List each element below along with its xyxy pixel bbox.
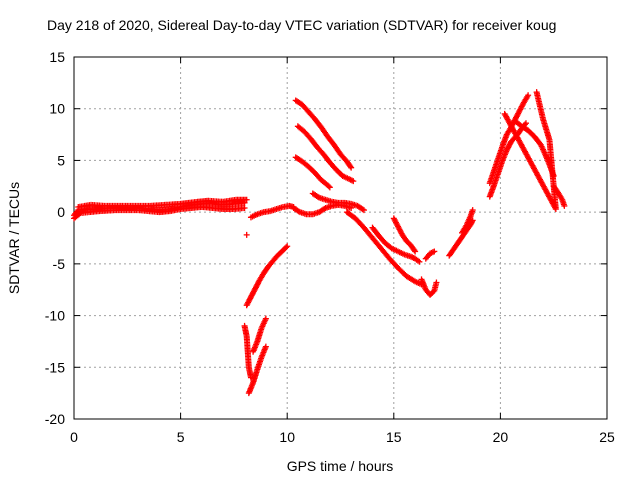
series-arc-desc-10-13a (292, 97, 355, 171)
data-point (325, 183, 332, 190)
y-axis-label: SDTVAR / TECUs (6, 182, 22, 294)
data-point (431, 248, 438, 255)
data-point (433, 279, 440, 286)
y-tick-label: 5 (57, 152, 65, 168)
data-point (241, 205, 248, 212)
x-tick-label: 15 (386, 429, 402, 445)
data-points (71, 89, 568, 397)
series-arc-11-14 (309, 190, 367, 214)
data-point (522, 120, 529, 127)
series-arc-15-16 (390, 215, 419, 255)
plot-frame (73, 56, 608, 420)
y-tick-label: 0 (57, 204, 65, 220)
data-point (295, 208, 302, 215)
x-tick-label: 20 (493, 429, 509, 445)
series-arc-16-17 (418, 276, 440, 298)
data-point (412, 248, 419, 255)
data-point (262, 343, 269, 350)
chart-title: Day 218 of 2020, Sidereal Day-to-day VTE… (47, 17, 556, 33)
series-arc-desc-10-13b (294, 123, 357, 185)
data-point (350, 178, 357, 185)
data-point (359, 206, 366, 213)
series-arc-early-lower (71, 203, 248, 222)
series-arc-low-8-9a (241, 322, 254, 381)
data-point (525, 92, 532, 99)
data-point (326, 184, 333, 191)
x-axis-label: GPS time / hours (287, 458, 394, 474)
series-arc-18-19 (459, 207, 476, 236)
data-point (76, 211, 83, 218)
x-tick-label: 10 (279, 429, 295, 445)
series-arc-17-19 (446, 217, 476, 259)
data-point (360, 207, 367, 214)
data-point (501, 110, 508, 117)
series-outliers-late (501, 89, 559, 213)
data-point (561, 202, 568, 209)
data-point (314, 193, 321, 200)
data-point (243, 231, 250, 238)
series-arc-desc-10-12c (292, 154, 333, 191)
y-tick-label: -10 (45, 308, 65, 324)
series-arc-16-17b (422, 248, 438, 262)
data-point (243, 196, 250, 203)
data-point (284, 243, 291, 250)
axis-ticks: 0 5 10 15 20 25 15 10 5 0 -5 -10 -15 -20 (45, 49, 615, 445)
y-tick-label: -15 (45, 359, 65, 375)
x-tick-label: 0 (70, 429, 78, 445)
grid (74, 57, 607, 419)
series-arc-8-10-mid (247, 202, 297, 221)
series-outlier-8h (243, 231, 250, 238)
series-arc-early-upper (75, 196, 250, 210)
y-tick-label: 10 (49, 101, 65, 117)
data-point (469, 207, 476, 214)
series-arc-low-8-9b (245, 343, 269, 397)
series-arc-rising-8-10 (243, 243, 291, 309)
series-arc-low-8-9c (250, 315, 269, 355)
y-tick-label: -5 (53, 256, 66, 272)
data-point (348, 164, 355, 171)
series-arc-desc-14-16 (369, 224, 423, 265)
data-point (416, 258, 423, 265)
series-arc-desc-12-17 (343, 209, 425, 288)
data-point (411, 247, 418, 254)
data-point (262, 315, 269, 322)
y-tick-label: 15 (49, 49, 65, 65)
data-point (247, 374, 254, 381)
data-point (347, 163, 354, 170)
y-tick-label: -20 (45, 411, 65, 427)
series-arc-rising-19-21 (486, 92, 532, 187)
data-point (321, 205, 328, 212)
data-point (283, 244, 290, 251)
x-tick-label: 5 (177, 429, 185, 445)
x-tick-label: 25 (599, 429, 615, 445)
